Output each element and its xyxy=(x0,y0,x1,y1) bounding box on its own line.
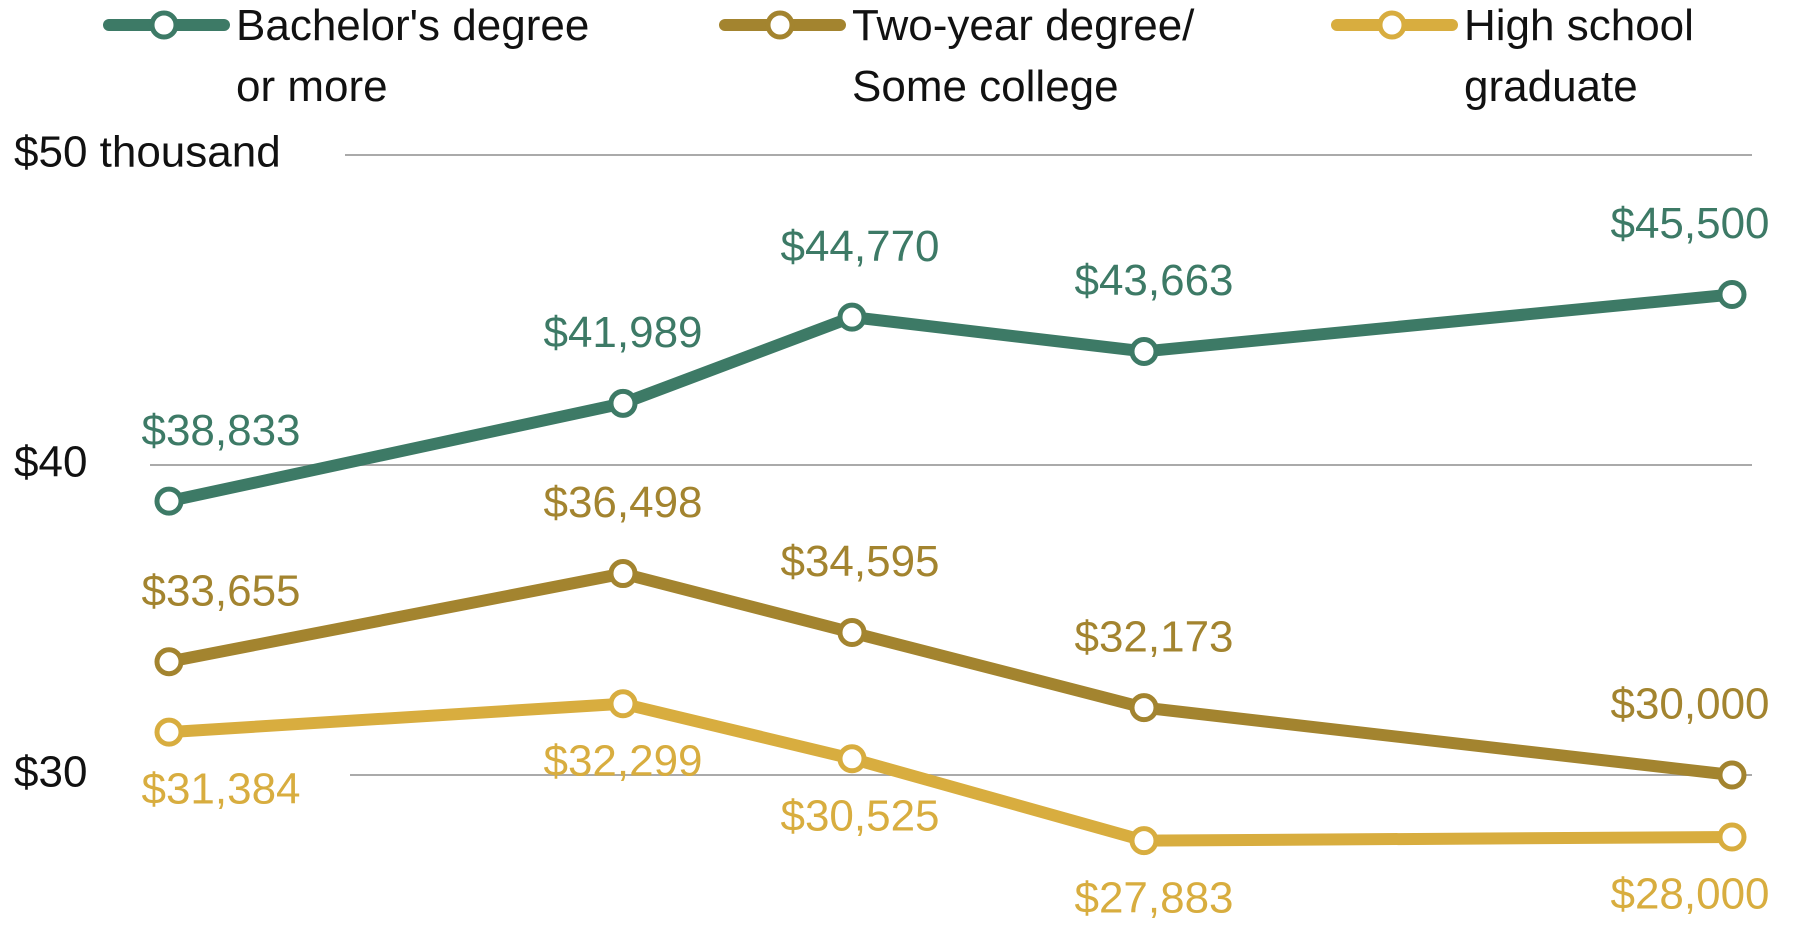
point xyxy=(837,302,867,332)
data-label: $32,299 xyxy=(543,736,702,785)
data-label: $33,655 xyxy=(141,566,300,615)
point xyxy=(837,618,867,648)
data-label: $43,663 xyxy=(1074,256,1233,305)
point xyxy=(154,647,184,677)
data-label: $30,000 xyxy=(1610,680,1769,729)
data-label: $27,883 xyxy=(1074,873,1233,922)
data-label: $36,498 xyxy=(543,478,702,527)
point xyxy=(154,717,184,747)
data-label: $45,500 xyxy=(1610,199,1769,248)
legend-label: High school graduate xyxy=(1464,1,1694,111)
data-label: $31,384 xyxy=(141,765,300,814)
data-label: $30,525 xyxy=(780,791,939,840)
point xyxy=(1129,336,1159,366)
data-label: $34,595 xyxy=(780,537,939,586)
point xyxy=(608,559,638,589)
data-label: $41,989 xyxy=(543,308,702,357)
point xyxy=(608,388,638,418)
data-label: $44,770 xyxy=(780,222,939,271)
data-label: $28,000 xyxy=(1610,870,1769,919)
legend-label: Two-year degree/ Some college xyxy=(852,1,1195,111)
point xyxy=(1717,280,1747,309)
point xyxy=(1129,826,1159,856)
series-line xyxy=(167,288,1733,508)
y-tick-label: $40 xyxy=(14,438,87,487)
point xyxy=(1717,822,1747,852)
point xyxy=(1717,760,1747,790)
legend-marker xyxy=(1377,10,1407,40)
series-line xyxy=(168,697,1733,847)
point xyxy=(837,744,867,774)
point xyxy=(1129,693,1159,723)
series-line xyxy=(167,567,1733,781)
y-tick-label: $30 xyxy=(14,748,87,797)
data-label: $38,833 xyxy=(141,406,300,455)
point xyxy=(608,689,638,719)
data-label: $32,173 xyxy=(1074,612,1233,661)
legend-marker xyxy=(765,10,795,40)
point xyxy=(154,486,184,516)
legend-marker xyxy=(149,10,179,40)
legend-label: Bachelor's degree or more xyxy=(236,1,590,111)
y-tick-label: $50 thousand xyxy=(14,128,281,177)
